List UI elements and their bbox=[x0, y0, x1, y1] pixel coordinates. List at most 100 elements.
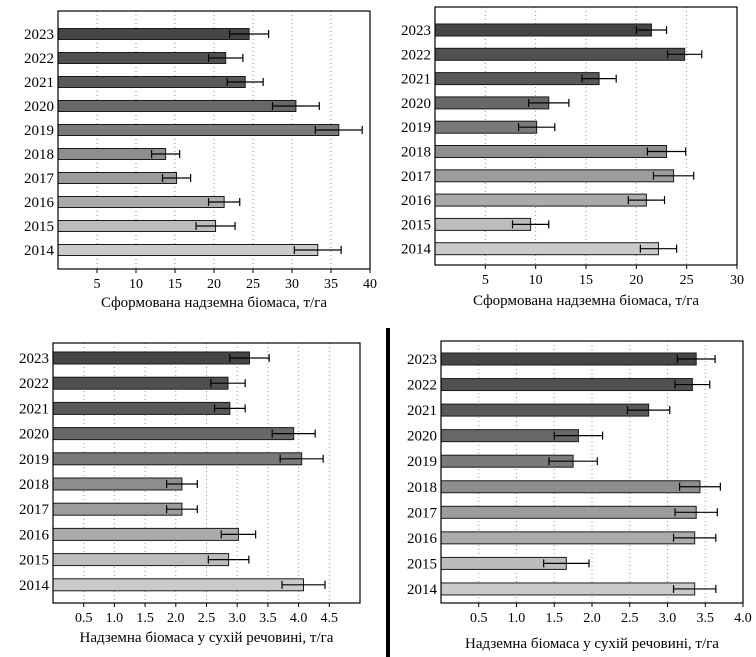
category-label-2021: 2021 bbox=[401, 72, 431, 88]
category-label-2023: 2023 bbox=[401, 23, 431, 39]
x-tick-label: 25 bbox=[680, 273, 694, 288]
x-tick-label: 40 bbox=[363, 277, 377, 292]
x-tick-label: 3.5 bbox=[259, 611, 277, 626]
category-label-2015: 2015 bbox=[407, 556, 437, 572]
category-label-2023: 2023 bbox=[19, 351, 49, 367]
category-label-2017: 2017 bbox=[401, 169, 432, 185]
category-label-2017: 2017 bbox=[24, 171, 55, 187]
category-label-2017: 2017 bbox=[407, 505, 438, 521]
bar-2017 bbox=[440, 505, 697, 519]
category-label-2016: 2016 bbox=[24, 195, 55, 211]
bar-2023 bbox=[57, 28, 250, 40]
bar-2019 bbox=[57, 124, 340, 136]
bar-2019 bbox=[52, 452, 303, 466]
bar-2014 bbox=[52, 578, 305, 592]
category-label-2022: 2022 bbox=[19, 376, 49, 392]
category-label-2018: 2018 bbox=[19, 477, 49, 493]
x-tick-label: 2.0 bbox=[583, 611, 601, 626]
category-label-2021: 2021 bbox=[407, 403, 437, 419]
category-label-2019: 2019 bbox=[401, 120, 431, 136]
bar-2021 bbox=[52, 401, 231, 415]
x-tick-label: 35 bbox=[324, 277, 338, 292]
category-label-2017: 2017 bbox=[19, 502, 50, 518]
category-label-2022: 2022 bbox=[24, 51, 54, 67]
x-tick-label: 3.0 bbox=[228, 611, 246, 626]
bar-2018 bbox=[434, 145, 668, 158]
category-label-2023: 2023 bbox=[407, 352, 437, 368]
bar-2018 bbox=[440, 480, 701, 494]
x-tick-label: 2.5 bbox=[198, 611, 216, 626]
category-label-2019: 2019 bbox=[407, 454, 437, 470]
x-tick-label: 20 bbox=[629, 273, 643, 288]
category-label-2016: 2016 bbox=[19, 527, 50, 543]
category-label-2020: 2020 bbox=[19, 427, 49, 443]
bar-2016 bbox=[434, 193, 647, 207]
category-label-2015: 2015 bbox=[401, 217, 431, 233]
bar-2023 bbox=[440, 352, 697, 366]
category-label-2014: 2014 bbox=[19, 578, 50, 594]
category-label-2022: 2022 bbox=[407, 378, 437, 394]
category-label-2019: 2019 bbox=[24, 123, 54, 139]
x-tick-label: 3.0 bbox=[659, 611, 677, 626]
bar-2017 bbox=[57, 172, 178, 184]
x-tick-label: 1.0 bbox=[106, 611, 124, 626]
category-label-2021: 2021 bbox=[24, 75, 54, 91]
x-axis-label: Сформована надземна біомаса, т/га bbox=[473, 293, 699, 309]
category-label-2019: 2019 bbox=[19, 452, 49, 468]
panel-divider bbox=[386, 328, 390, 657]
category-label-2020: 2020 bbox=[401, 96, 431, 112]
x-tick-label: 10 bbox=[529, 273, 543, 288]
x-tick-label: 0.5 bbox=[470, 611, 488, 626]
bar-2014 bbox=[434, 242, 659, 256]
bar-2016 bbox=[440, 531, 696, 545]
bar-2020 bbox=[52, 427, 295, 441]
x-tick-label: 1.0 bbox=[508, 611, 526, 626]
category-label-2015: 2015 bbox=[19, 553, 49, 569]
x-tick-label: 30 bbox=[285, 277, 299, 292]
bar-2021 bbox=[440, 403, 650, 417]
category-label-2023: 2023 bbox=[24, 27, 54, 43]
category-label-2014: 2014 bbox=[407, 582, 438, 598]
category-label-2014: 2014 bbox=[401, 242, 432, 258]
bar-2023 bbox=[52, 351, 250, 365]
chart-panel-3: 2023 2022 2021 2020 2019 2018 2017 2016 2015 2014… bbox=[19, 342, 361, 646]
category-label-2014: 2014 bbox=[24, 243, 55, 259]
bar-2021 bbox=[434, 72, 600, 86]
category-label-2018: 2018 bbox=[407, 480, 437, 496]
x-tick-label: 30 bbox=[730, 273, 744, 288]
category-label-2015: 2015 bbox=[24, 219, 54, 235]
category-label-2018: 2018 bbox=[24, 147, 54, 163]
x-tick-label: 25 bbox=[246, 277, 260, 292]
category-label-2022: 2022 bbox=[401, 47, 431, 63]
x-tick-label: 1.5 bbox=[546, 611, 564, 626]
category-label-2021: 2021 bbox=[19, 401, 49, 417]
x-tick-label: 5 bbox=[482, 273, 489, 288]
category-label-2016: 2016 bbox=[401, 193, 432, 209]
x-tick-label: 2.5 bbox=[621, 611, 639, 626]
bar-2016 bbox=[57, 196, 225, 208]
bar-2022 bbox=[434, 47, 686, 61]
category-label-2020: 2020 bbox=[407, 429, 437, 445]
x-tick-label: 4.0 bbox=[734, 611, 752, 626]
x-tick-label: 1.5 bbox=[136, 611, 154, 626]
x-tick-label: 2.0 bbox=[167, 611, 185, 626]
bar-2015 bbox=[57, 220, 217, 232]
category-label-2018: 2018 bbox=[401, 145, 431, 161]
x-tick-label: 15 bbox=[579, 273, 593, 288]
chart-panel-4: 2023 2022 2021 2020 2019 2018 2017 2016 2015 2014… bbox=[407, 340, 752, 652]
chart-panel-2: 2023202220212020201920182017201620152014… bbox=[401, 6, 744, 309]
x-axis-label: Надземна біомаса у сухій речовині, т/га bbox=[465, 636, 719, 652]
x-axis-label: Сформована надземна біомаса, т/га bbox=[101, 295, 327, 311]
bar-2017 bbox=[52, 502, 183, 516]
bar-2018 bbox=[52, 477, 183, 491]
bar-2020 bbox=[57, 100, 297, 112]
bar-2023 bbox=[434, 23, 652, 37]
x-tick-label: 4.0 bbox=[290, 611, 308, 626]
bar-2016 bbox=[52, 527, 239, 541]
bar-2017 bbox=[434, 169, 675, 183]
x-tick-label: 3.5 bbox=[697, 611, 715, 626]
x-tick-label: 4.5 bbox=[321, 611, 339, 626]
bar-2014 bbox=[57, 244, 319, 256]
x-axis-label: Надземна біомаса у сухій речовині, т/га bbox=[80, 630, 334, 646]
category-label-2020: 2020 bbox=[24, 99, 54, 115]
